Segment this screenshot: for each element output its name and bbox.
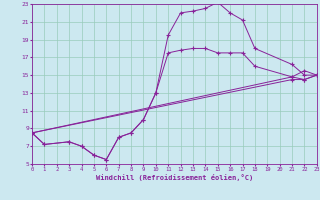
X-axis label: Windchill (Refroidissement éolien,°C): Windchill (Refroidissement éolien,°C) [96,174,253,181]
